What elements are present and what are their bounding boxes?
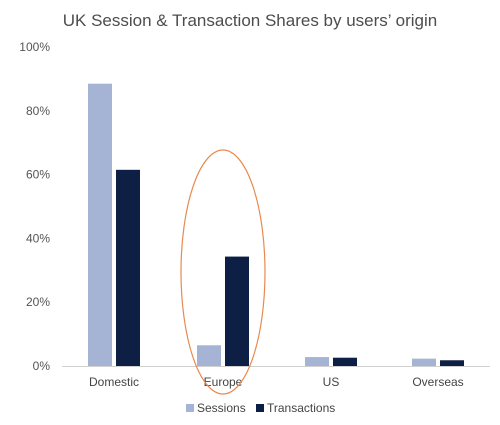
y-tick-label: 100% [19, 40, 50, 54]
annotations [180, 149, 266, 395]
bar-sessions-us [305, 357, 329, 366]
bar-transactions-domestic [116, 169, 140, 366]
x-category-label: Domestic [89, 375, 139, 389]
highlight-ellipse [180, 149, 266, 395]
y-axis-ticks: 0% 20% 40% 60% 80% 100% [19, 40, 50, 373]
bar-series [88, 83, 464, 366]
y-tick-label: 0% [33, 359, 51, 373]
bar-sessions-domestic [88, 83, 112, 366]
bar-sessions-europe [197, 345, 221, 366]
chart-title: UK Session & Transaction Shares by users… [63, 11, 438, 30]
legend-swatch-transactions [256, 404, 264, 412]
y-tick-label: 40% [26, 231, 50, 245]
x-category-label: US [323, 375, 340, 389]
bar-transactions-europe [225, 256, 249, 366]
bar-transactions-overseas [440, 360, 464, 366]
y-tick-label: 60% [26, 168, 50, 182]
legend-label-transactions: Transactions [267, 401, 335, 415]
legend-label-sessions: Sessions [197, 401, 246, 415]
y-tick-label: 80% [26, 104, 50, 118]
x-axis-category-labels: Domestic Europe US Overseas [89, 375, 464, 389]
x-category-label: Overseas [412, 375, 463, 389]
bar-transactions-us [333, 357, 357, 366]
x-category-label: Europe [204, 375, 243, 389]
y-tick-label: 20% [26, 295, 50, 309]
bar-sessions-overseas [412, 358, 436, 366]
legend: Sessions Transactions [186, 401, 335, 415]
legend-swatch-sessions [186, 404, 194, 412]
